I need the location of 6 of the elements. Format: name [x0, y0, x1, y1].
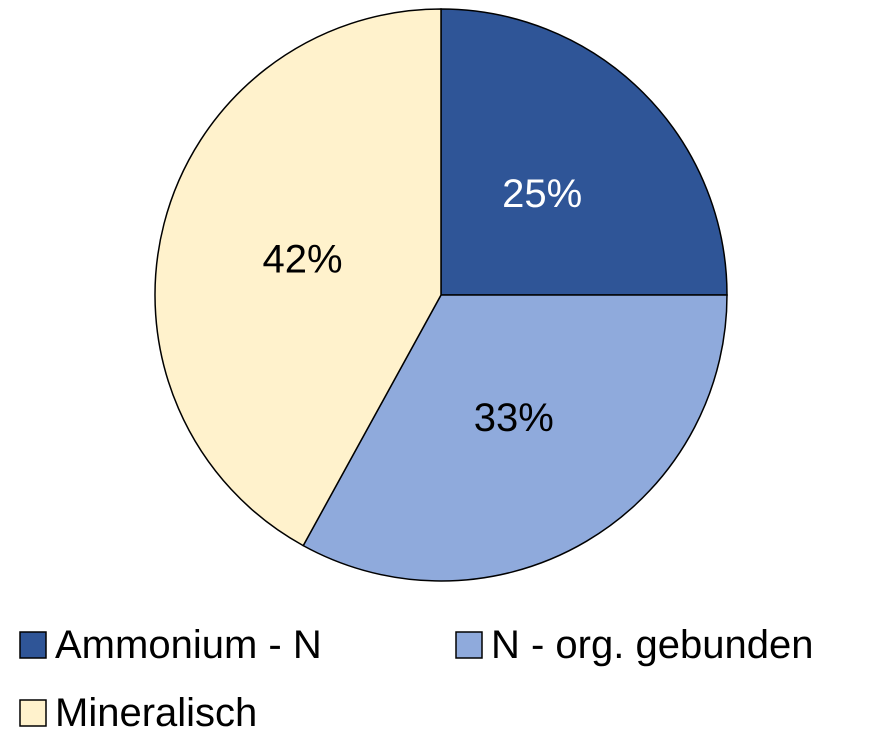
data-label: 33% — [474, 396, 554, 440]
legend-label: Mineralisch — [55, 691, 258, 730]
data-label: 42% — [262, 237, 343, 282]
legend-label: N - org. gebunden — [491, 623, 814, 667]
data-label: 25% — [502, 172, 582, 216]
legend-label: Ammonium - N — [55, 623, 322, 667]
